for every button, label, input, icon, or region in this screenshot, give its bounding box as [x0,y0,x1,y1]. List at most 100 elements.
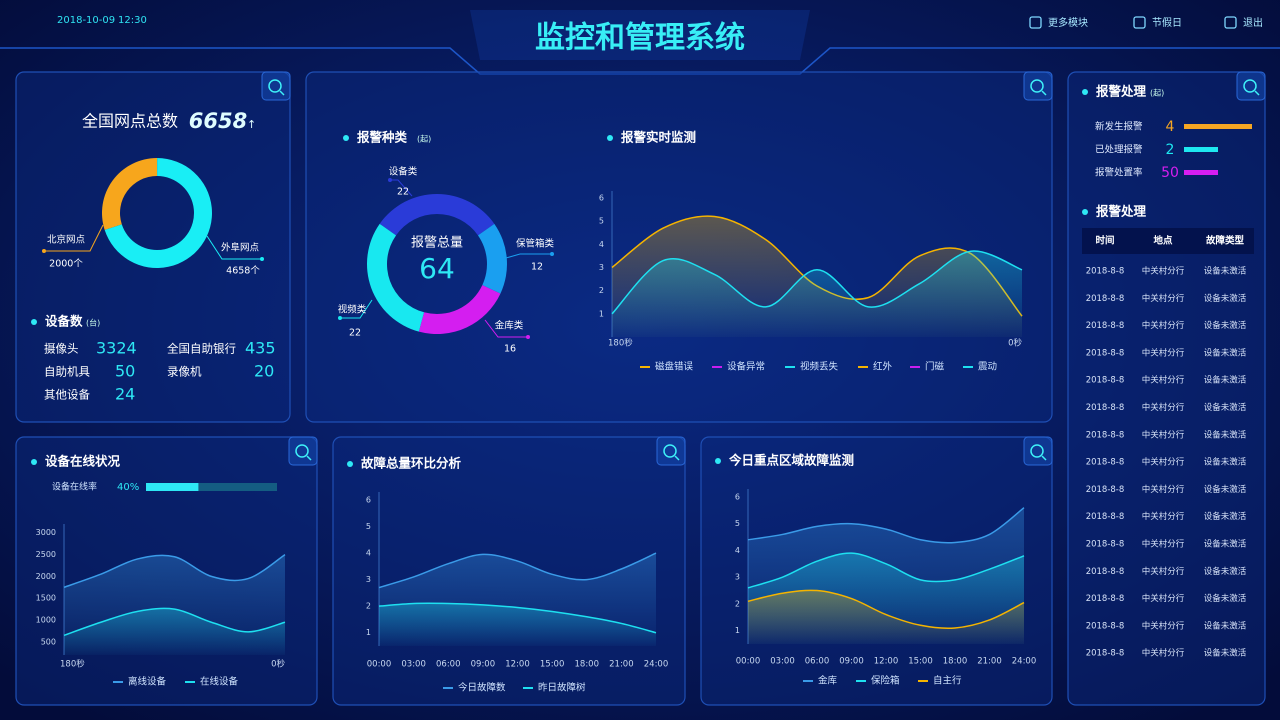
table-cell: 2018-8-8 [1086,294,1125,304]
y-tick-label: 1 [599,309,604,318]
table-cell: 2018-8-8 [1086,430,1125,440]
search-icon-handle [1041,90,1047,96]
nav-icon[interactable] [1224,16,1237,29]
legend-label[interactable]: 离线设备 [128,676,167,688]
panel-corner [1023,71,1053,101]
legend-label[interactable]: 磁盘错误 [655,361,694,373]
donut-slice [418,285,501,334]
slice-label: 外阜网点 [221,242,260,254]
leader-dot [338,316,342,320]
donut-center-label: 报警总量 [411,235,463,251]
legend-label[interactable]: 今日故障数 [458,682,506,694]
legend-label[interactable]: 昨日故障树 [538,682,586,694]
table-cell: 中关村分行 [1142,648,1185,659]
series-line [747,589,1025,629]
panel-corner [288,436,318,466]
x-tick-label: 0秒 [1008,338,1022,349]
y-tick-label: 3 [735,573,740,582]
search-icon[interactable] [1243,79,1257,93]
device-value: 435 [245,339,276,358]
handling-value: 2 [1166,142,1175,158]
search-icon-handle [1254,90,1260,96]
y-tick-label: 6 [599,193,604,202]
legend-label[interactable]: 设备异常 [727,361,765,373]
table-cell: 中关村分行 [1142,347,1185,358]
search-icon[interactable] [295,444,309,458]
search-icon[interactable] [1030,444,1044,458]
network-total: 6658 [189,109,247,133]
handling-bar [1184,147,1218,152]
search-icon-handle [306,455,312,461]
table-cell: 2018-8-8 [1086,458,1125,468]
heading: 报警处理 [1096,204,1147,219]
search-icon[interactable] [1030,79,1044,93]
slice-label: 北京网点 [47,234,86,246]
panel-corner [1236,71,1266,101]
handling-label: 新发生报警 [1095,121,1143,133]
x-tick-label: 06:00 [805,657,830,667]
handling-value: 4 [1166,119,1175,135]
legend-label[interactable]: 视频丢失 [800,361,839,373]
table-cell: 2018-8-8 [1086,267,1125,277]
heading: 报警处理 [1096,84,1147,99]
series-line [63,553,286,589]
y-tick-label: 1 [735,626,740,635]
leader-dot [260,257,264,261]
legend-label[interactable]: 在线设备 [200,676,239,688]
x-tick-label: 00:00 [367,660,392,670]
device-value: 20 [254,362,274,381]
legend-label[interactable]: 金库 [818,675,838,687]
search-icon[interactable] [268,79,282,93]
donut-slice [379,194,495,236]
heading-dot [607,135,613,141]
slice-value: 22 [349,328,361,339]
x-tick-label: 03:00 [770,657,795,667]
x-tick-label: 21:00 [977,657,1002,667]
table-cell: 设备未激活 [1204,484,1247,495]
series-line [747,507,1025,544]
x-tick-label: 0秒 [271,659,285,670]
handling-label: 已处理报警 [1095,144,1143,156]
nav-icon[interactable] [1133,16,1146,29]
table-cell: 中关村分行 [1142,402,1185,413]
x-tick-label: 06:00 [436,660,461,670]
nav-item[interactable]: 退出 [1243,16,1263,29]
legend-label[interactable]: 震动 [978,362,997,373]
table-cell: 设备未激活 [1204,593,1247,604]
x-tick-label: 15:00 [908,657,933,667]
legend-label[interactable]: 自主行 [933,675,962,687]
table-cell: 设备未激活 [1204,429,1247,440]
leader-line [206,235,262,260]
handling-bar [1184,170,1218,175]
table-cell: 中关村分行 [1142,566,1185,577]
heading-unit: (起) [417,135,431,144]
heading-unit: (起) [1150,89,1164,98]
slice-value: 4658个 [226,266,260,277]
y-tick-label: 5 [599,217,604,226]
leader-line [44,224,104,252]
legend-label[interactable]: 门磁 [925,361,945,373]
y-tick-label: 2 [366,602,371,611]
legend-label[interactable]: 红外 [873,361,893,373]
search-icon[interactable] [663,444,677,458]
x-tick-label: 24:00 [644,660,669,670]
area-fill [379,603,656,646]
nav-item[interactable]: 更多模块 [1048,16,1088,29]
leader-line [484,319,528,338]
y-tick-label: 4 [599,240,604,249]
leader-line [505,253,552,259]
nav-item[interactable]: 节假日 [1152,16,1182,29]
network-arrow: ↑ [247,118,256,131]
search-icon-handle [674,455,680,461]
table-cell: 设备未激活 [1204,511,1247,522]
legend-label[interactable]: 保险箱 [871,675,900,687]
table-cell: 2018-8-8 [1086,321,1125,331]
heading-dot [1082,89,1088,95]
donut-slice [367,223,425,332]
table-cell: 中关村分行 [1142,429,1185,440]
heading: 今日重点区域故障监测 [728,453,854,468]
table-cell: 设备未激活 [1204,347,1247,358]
nav-icon[interactable] [1029,16,1042,29]
heading: 报警种类 [357,130,408,145]
